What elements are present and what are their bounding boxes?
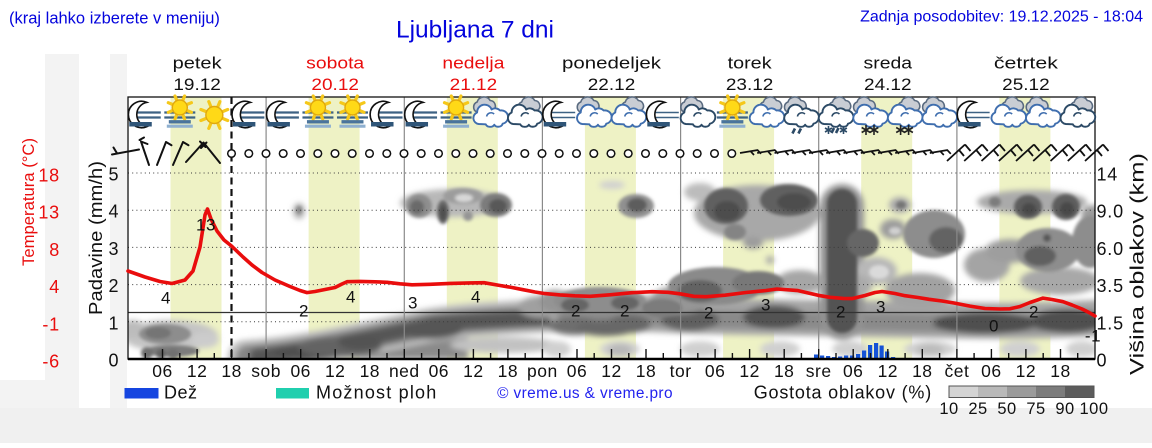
svg-text:4: 4 [161, 288, 171, 307]
svg-text:12: 12 [325, 361, 345, 381]
svg-text:pon: pon [527, 361, 558, 381]
svg-text:22.12: 22.12 [588, 75, 636, 94]
svg-text:3: 3 [761, 295, 771, 314]
svg-text:nedelja: nedelja [442, 54, 505, 73]
svg-text:čet: čet [944, 361, 969, 381]
svg-text:50: 50 [997, 400, 1016, 418]
svg-text:petek: petek [173, 54, 223, 73]
svg-text:18: 18 [221, 361, 241, 381]
svg-text:06: 06 [705, 361, 725, 381]
svg-text:06: 06 [981, 361, 1001, 381]
svg-text:tor: tor [670, 361, 692, 381]
svg-text:4: 4 [471, 287, 481, 306]
svg-text:sre: sre [806, 361, 832, 381]
svg-text:12: 12 [878, 361, 898, 381]
svg-text:Dež: Dež [164, 383, 198, 403]
svg-text:4: 4 [346, 287, 356, 306]
svg-text:24.12: 24.12 [864, 75, 912, 94]
svg-text:ponedeljek: ponedeljek [562, 54, 662, 73]
svg-text:12: 12 [187, 361, 207, 381]
svg-text:3: 3 [108, 239, 118, 259]
svg-text:12: 12 [739, 361, 759, 381]
svg-text:torek: torek [728, 54, 773, 73]
svg-text:19.12: 19.12 [173, 75, 221, 94]
svg-text:© vreme.us & vreme.pro: © vreme.us & vreme.pro [497, 385, 673, 402]
svg-text:06: 06 [567, 361, 587, 381]
svg-text:2: 2 [704, 303, 714, 322]
svg-text:3: 3 [876, 297, 886, 316]
svg-text:06: 06 [843, 361, 863, 381]
svg-text:18: 18 [38, 166, 60, 186]
svg-text:Padavine (mm/h): Padavine (mm/h) [86, 161, 106, 315]
svg-text:Temperatura (°C): Temperatura (°C) [19, 138, 38, 266]
svg-text:0: 0 [1097, 351, 1108, 371]
svg-text:06: 06 [152, 361, 172, 381]
svg-text:2: 2 [836, 302, 846, 321]
svg-text:06: 06 [290, 361, 310, 381]
svg-text:Višina oblakov (km): Višina oblakov (km) [1128, 153, 1149, 375]
svg-text:23.12: 23.12 [726, 75, 774, 94]
svg-text:10: 10 [939, 400, 958, 418]
svg-text:2: 2 [108, 276, 118, 296]
svg-text:4: 4 [49, 277, 60, 297]
svg-text:-6: -6 [42, 352, 60, 372]
svg-text:18: 18 [774, 361, 794, 381]
svg-text:14: 14 [1097, 165, 1119, 185]
svg-text:sob: sob [251, 361, 281, 381]
svg-text:12: 12 [601, 361, 621, 381]
svg-text:18: 18 [360, 361, 380, 381]
svg-text:2: 2 [299, 301, 309, 320]
svg-text:2: 2 [620, 301, 630, 320]
svg-text:-1: -1 [42, 314, 60, 334]
svg-text:ned: ned [389, 361, 420, 381]
svg-text:18: 18 [912, 361, 932, 381]
svg-text:1.5: 1.5 [1097, 313, 1124, 333]
svg-text:3.5: 3.5 [1097, 276, 1124, 296]
svg-text:četrtek: četrtek [994, 54, 1059, 73]
svg-text:13: 13 [38, 203, 60, 223]
svg-text:Gostota oblakov (%): Gostota oblakov (%) [754, 383, 932, 403]
svg-text:18: 18 [498, 361, 518, 381]
svg-text:3: 3 [408, 293, 418, 312]
svg-text:4: 4 [108, 202, 118, 222]
svg-text:1: 1 [108, 313, 118, 333]
svg-text:9.0: 9.0 [1097, 202, 1124, 222]
svg-text:18: 18 [1050, 361, 1070, 381]
svg-text:25: 25 [968, 400, 987, 418]
svg-text:0: 0 [989, 316, 999, 335]
svg-text:8: 8 [49, 240, 60, 260]
svg-text:(kraj lahko izberete v meniju): (kraj lahko izberete v meniju) [9, 10, 220, 28]
svg-text:18: 18 [636, 361, 656, 381]
svg-text:13: 13 [196, 215, 216, 234]
svg-text:25.12: 25.12 [1002, 75, 1050, 94]
svg-text:75: 75 [1026, 400, 1045, 418]
svg-text:6.0: 6.0 [1097, 239, 1124, 259]
svg-text:sreda: sreda [864, 54, 913, 73]
svg-text:90: 90 [1055, 400, 1074, 418]
svg-text:100: 100 [1079, 400, 1108, 418]
svg-text:Zadnja posodobitev: 19.12.2025: Zadnja posodobitev: 19.12.2025 - 18:04 [860, 9, 1143, 26]
svg-text:12: 12 [1016, 361, 1036, 381]
svg-text:21.12: 21.12 [450, 75, 498, 94]
svg-text:sobota: sobota [306, 54, 365, 73]
svg-text:2: 2 [571, 301, 581, 320]
svg-text:20.12: 20.12 [311, 75, 359, 94]
svg-text:Ljubljana 7 dni: Ljubljana 7 dni [396, 17, 554, 44]
svg-text:5: 5 [108, 165, 118, 185]
svg-text:12: 12 [463, 361, 483, 381]
svg-text:06: 06 [429, 361, 449, 381]
svg-text:0: 0 [108, 351, 118, 371]
svg-text:Možnost ploh: Možnost ploh [316, 383, 437, 403]
svg-text:-1: -1 [1085, 326, 1101, 345]
svg-text:2: 2 [1029, 302, 1039, 321]
